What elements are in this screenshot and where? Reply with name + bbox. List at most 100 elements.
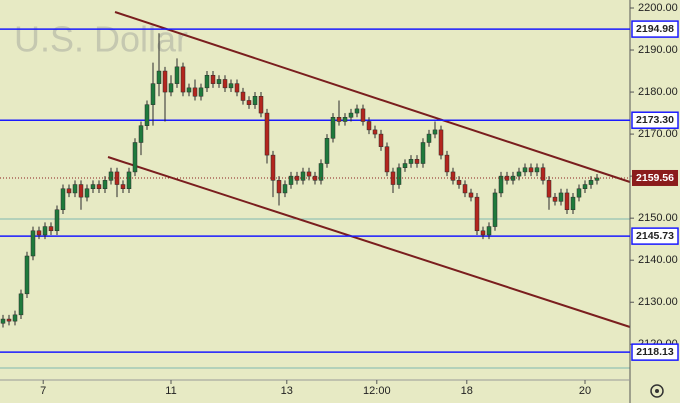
y-tick-label: 2140.00 [638, 254, 678, 266]
candle-body [402, 163, 408, 168]
candle-body [552, 196, 558, 202]
candle-body [36, 230, 42, 236]
candle-body [306, 171, 312, 177]
candle-body [234, 83, 240, 93]
candle-body [108, 171, 114, 181]
candle-body [576, 188, 582, 198]
y-tick-label: 2190.00 [638, 44, 678, 56]
candle-body [444, 154, 450, 173]
level-label-box [631, 20, 679, 38]
watermark: U.S. Dollar [14, 19, 188, 60]
candle-body [486, 226, 492, 236]
candle-body [360, 108, 366, 122]
candle-body [204, 74, 210, 89]
candle-body [228, 83, 234, 89]
candle-body [348, 112, 354, 118]
candle-body [324, 138, 330, 164]
x-tick-label: 12:00 [363, 385, 391, 397]
x-tick-label: 7 [40, 385, 46, 397]
gear[interactable] [650, 384, 664, 398]
candle-body [132, 142, 138, 173]
y-tick-label: 2200.00 [638, 2, 678, 14]
candle-body [252, 96, 258, 105]
candle-body [546, 180, 552, 198]
candle-body [468, 192, 474, 198]
candle-body [222, 79, 228, 89]
level-label: 2118.13 [636, 346, 674, 358]
candle-body [84, 188, 90, 198]
candle-body [414, 159, 420, 164]
candle-body [186, 87, 192, 93]
candle-body [78, 184, 84, 198]
candle-body [18, 293, 24, 316]
candle-body [174, 66, 180, 84]
candle-body [66, 188, 72, 194]
level-label: 2145.73 [636, 230, 674, 242]
level-label: 2194.98 [636, 23, 674, 35]
candle-body [408, 159, 414, 164]
candle-body [54, 209, 60, 232]
y-tick-label: 2180.00 [638, 86, 678, 98]
candle-body [450, 171, 456, 181]
candle-body [378, 133, 384, 147]
candle-body [150, 83, 156, 105]
candle-body [426, 133, 432, 143]
y-tick-label: 2130.00 [638, 296, 678, 308]
x-tick-label: 18 [461, 385, 473, 397]
candle-body [534, 167, 540, 173]
candle-body [240, 91, 246, 101]
candle-body [330, 117, 336, 139]
candle-body [318, 163, 324, 181]
settings-icon[interactable] [650, 384, 664, 398]
trend-line [107, 156, 631, 328]
candle-body [270, 154, 276, 181]
y-tick-label: 2170.00 [638, 128, 678, 140]
candle-body [144, 104, 150, 126]
candle-body [570, 196, 576, 211]
candle-body [420, 142, 426, 164]
candle-body [540, 167, 546, 181]
candle-body [342, 117, 348, 122]
candle-body [522, 167, 528, 173]
candle-body [90, 184, 96, 189]
candle-body [480, 230, 486, 236]
candle-body [96, 184, 102, 189]
candle-body [60, 188, 66, 211]
candle-body [72, 184, 78, 194]
candle-body [42, 226, 48, 236]
candle-body [156, 70, 162, 84]
candle-body [372, 129, 378, 135]
level-label: 2173.30 [636, 114, 674, 126]
candle-body [300, 171, 306, 181]
candle-body [264, 112, 270, 156]
candle-body [354, 108, 360, 114]
candle-body [558, 192, 564, 202]
candle-body [120, 184, 126, 189]
candle-body [138, 125, 144, 143]
level-label-box [631, 343, 679, 361]
candle-body [474, 196, 480, 232]
candle-body [12, 314, 18, 322]
candle-body [168, 83, 174, 93]
gear-center[interactable] [655, 389, 659, 393]
candle-body [246, 100, 252, 105]
last-price-box [632, 169, 678, 186]
candle-body [24, 255, 30, 295]
candle-body [516, 171, 522, 177]
candle-body [492, 192, 498, 227]
candle-body [198, 87, 204, 97]
candle-body [48, 226, 54, 232]
candle-body [288, 175, 294, 185]
candle-body [588, 180, 594, 185]
trend-line [114, 11, 631, 183]
level-label-box [631, 111, 679, 129]
x-tick-label: 20 [579, 385, 591, 397]
candle-body [162, 70, 168, 93]
candle-body [498, 175, 504, 194]
level-label-box [631, 227, 679, 245]
candle-body [6, 318, 12, 322]
x-tick-label: 13 [281, 385, 293, 397]
candle-body [528, 167, 534, 173]
